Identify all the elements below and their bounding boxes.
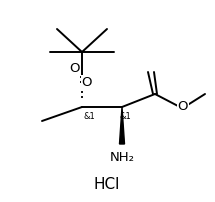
Polygon shape [120, 107, 124, 144]
Text: O: O [70, 61, 80, 74]
Text: &1: &1 [120, 112, 132, 120]
Text: &1: &1 [83, 112, 95, 120]
Text: O: O [178, 100, 188, 113]
Text: O: O [82, 76, 92, 89]
Text: NH₂: NH₂ [109, 150, 135, 163]
Text: HCl: HCl [94, 177, 120, 191]
